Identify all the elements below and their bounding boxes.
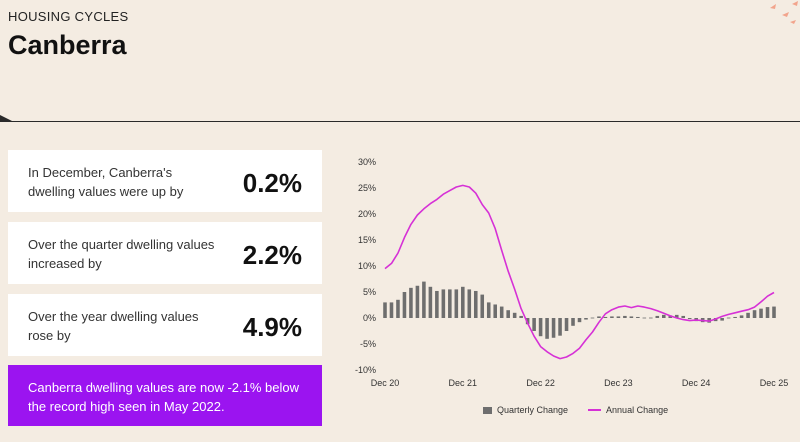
x-tick-label: Dec 21 [449,378,478,388]
stat-card-month: In December, Canberra's dwelling values … [8,150,322,212]
decorative-arrows-icon [770,1,798,24]
quarterly-bar [545,318,549,339]
y-tick-label: 15% [358,235,376,245]
divider-tab [0,115,14,122]
callout-text: Canberra dwelling values are now -2.1% b… [28,380,299,414]
stat-card-value: 2.2% [242,240,302,270]
stat-card-label: Over the quarter dwelling values increas… [28,237,215,271]
x-tick-label: Dec 20 [371,378,400,388]
x-tick-label: Dec 22 [526,378,555,388]
chart-legend: Quarterly Change Annual Change [483,403,668,417]
quarterly-bar [519,315,523,318]
quarterly-bar [486,302,491,318]
quarterly-bar [772,306,776,318]
stat-card-year: Over the year dwelling values rose by 4.… [8,294,322,356]
quarterly-bar [765,307,770,318]
quarterly-bar [616,316,621,318]
y-tick-label: 0% [363,313,376,323]
y-tick-label: 10% [358,261,376,271]
quarterly-bar [428,286,433,318]
quarterly-bar [577,318,582,323]
quarterly-bar [435,290,439,318]
legend-label: Quarterly Change [497,405,569,415]
quarterly-bar [603,316,608,318]
quarterly-bar [584,318,588,320]
legend-item-annual: Annual Change [588,405,668,415]
stat-card-label: Over the year dwelling values rose by [28,309,199,343]
quarterly-bar [396,299,400,318]
quarterly-bar [739,315,744,318]
quarterly-bar [759,308,763,318]
quarterly-bar [597,316,601,318]
quarterly-bar [558,318,562,336]
quarterly-bar [532,318,536,331]
x-tick-label: Dec 23 [604,378,633,388]
y-tick-label: -10% [355,365,376,375]
x-tick-label: Dec 25 [760,378,789,388]
quarterly-bar [480,294,485,318]
quarterly-bar [506,310,510,318]
legend-label: Annual Change [606,405,669,415]
quarterly-bar [662,314,666,318]
y-tick-label: -5% [360,339,376,349]
quarterly-bar [383,302,387,318]
stat-card-quarter: Over the quarter dwelling values increas… [8,222,322,284]
quarterly-bar [642,317,647,319]
quarterly-bar [636,316,640,318]
quarterly-bar [454,289,459,318]
quarterly-bar [590,317,595,319]
y-tick-label: 30% [358,157,376,167]
page-eyebrow: HOUSING CYCLES [8,9,129,24]
quarterly-bar [409,287,413,318]
quarterly-bar [629,316,634,318]
quarterly-bar [402,292,407,318]
quarterly-bar [752,310,757,318]
annual-change-line [384,184,775,360]
section-divider [0,121,800,122]
y-tick-label: 25% [358,183,376,193]
quarterly-bar [681,315,686,318]
quarterly-bar [551,318,556,338]
quarterly-bar [389,302,394,318]
legend-swatch-line [588,409,602,411]
quarterly-bar [441,289,446,318]
legend-item-quarterly: Quarterly Change [483,405,568,415]
quarterly-bar [415,285,420,318]
quarterly-bar [525,318,530,325]
quarterly-bar [720,318,724,321]
quarterly-bar [746,312,750,318]
stat-card-label: In December, Canberra's dwelling values … [28,165,184,199]
quarterly-bar [610,316,614,318]
quarterly-bar [687,318,692,320]
x-tick-label: Dec 24 [682,378,711,388]
quarterly-bar [493,304,497,318]
quarterly-bar [461,286,465,318]
quarterly-bar [623,315,627,318]
stat-card-value: 4.9% [242,312,302,342]
quarterly-bar [655,315,660,318]
quarterly-bar [571,318,575,326]
legend-swatch-bar [483,406,492,414]
quarterly-bar [733,316,737,318]
quarterly-bar [726,317,731,319]
quarterly-bar [564,318,569,331]
y-tick-label: 5% [363,287,376,297]
page-title: Canberra [8,30,127,60]
quarterly-bar [538,318,543,337]
quarterly-bar [422,281,426,318]
housing-cycle-chart: -10% -5% 0% 5% 10% 15% 20% 25% 30% Dec 20 Dec 21 De… [355,157,789,388]
quarterly-bar [448,289,452,318]
quarterly-bar [512,312,517,318]
quarterly-bar [649,317,653,319]
stat-card-value: 0.2% [242,168,302,198]
y-tick-label: 20% [358,209,376,219]
record-high-callout: Canberra dwelling values are now -2.1% b… [8,365,322,426]
quarterly-bar [467,289,472,318]
quarterly-bar [473,290,478,318]
quarterly-bar [674,314,679,318]
quarterly-bar [499,306,504,318]
